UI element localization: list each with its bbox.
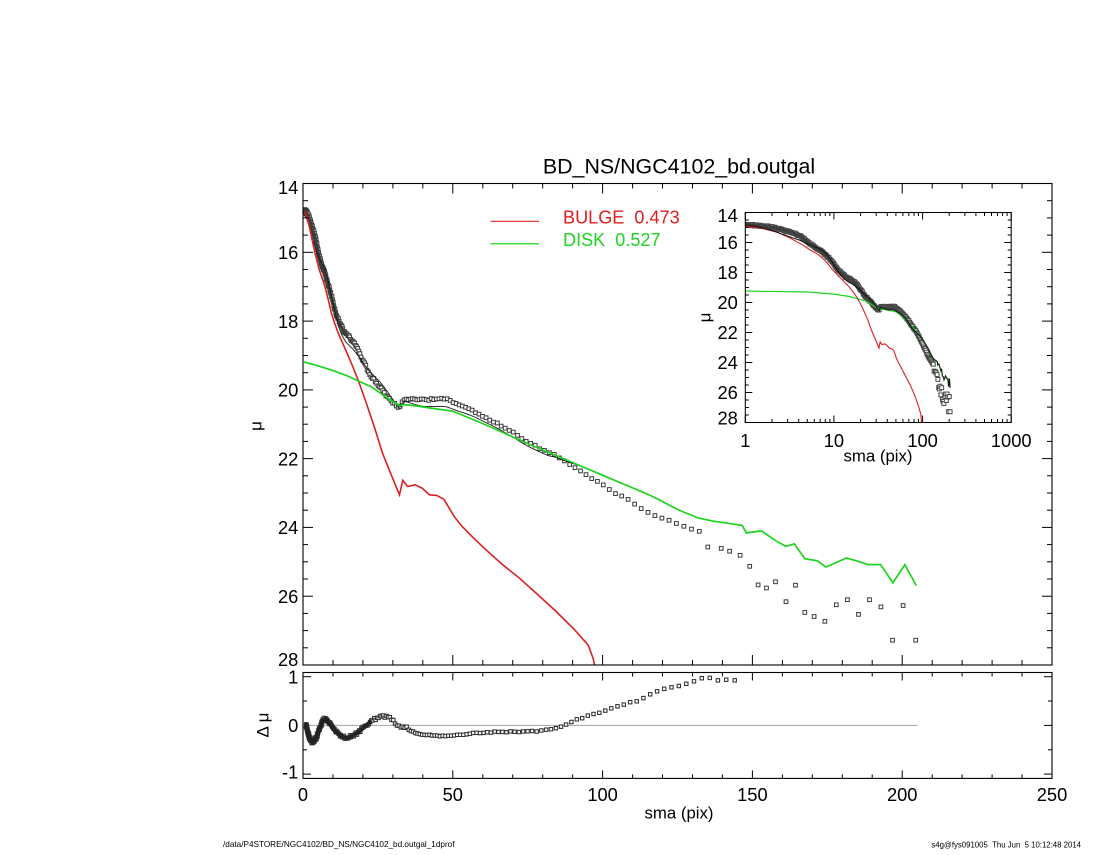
- svg-text:DISK 0.527: DISK 0.527: [563, 230, 661, 250]
- svg-text:/data/P4STORE/NGC4102/BD_NS/NG: /data/P4STORE/NGC4102/BD_NS/NGC4102_bd.o…: [223, 840, 455, 849]
- svg-text:28: 28: [717, 408, 737, 429]
- svg-text:24: 24: [717, 352, 737, 373]
- svg-text:20: 20: [278, 380, 298, 401]
- svg-text:1: 1: [740, 430, 750, 451]
- svg-text:24: 24: [278, 517, 298, 538]
- svg-text:sma (pix): sma (pix): [844, 447, 913, 466]
- svg-text:250: 250: [1037, 784, 1068, 805]
- svg-text:μ: μ: [696, 313, 715, 323]
- svg-text:0: 0: [288, 715, 298, 736]
- svg-text:10: 10: [824, 430, 844, 451]
- svg-text:16: 16: [278, 242, 298, 263]
- svg-text:μ: μ: [247, 421, 266, 431]
- svg-text:22: 22: [278, 448, 298, 469]
- svg-text:16: 16: [717, 232, 737, 253]
- svg-text:50: 50: [443, 784, 463, 805]
- svg-text:100: 100: [587, 784, 618, 805]
- svg-text:26: 26: [278, 586, 298, 607]
- svg-text:Δ μ: Δ μ: [254, 713, 273, 738]
- svg-text:26: 26: [717, 382, 737, 403]
- svg-text:100: 100: [907, 430, 938, 451]
- svg-text:sma (pix): sma (pix): [645, 804, 714, 823]
- svg-text:1000: 1000: [991, 430, 1032, 451]
- svg-text:150: 150: [737, 784, 768, 805]
- svg-text:18: 18: [278, 311, 298, 332]
- svg-text:1: 1: [288, 666, 298, 687]
- svg-text:18: 18: [717, 262, 737, 283]
- svg-text:-1: -1: [282, 761, 298, 782]
- svg-text:0: 0: [298, 784, 308, 805]
- svg-text:BULGE 0.473: BULGE 0.473: [563, 207, 680, 227]
- svg-text:28: 28: [278, 649, 298, 670]
- svg-text:BD_NS/NGC4102_bd.outgal: BD_NS/NGC4102_bd.outgal: [543, 154, 815, 178]
- svg-text:20: 20: [717, 292, 737, 313]
- svg-text:s4g@fys091005 Thu Jun 5 10:1: s4g@fys091005 Thu Jun 5 10:12:48 2014: [931, 841, 1081, 850]
- svg-text:14: 14: [717, 205, 737, 226]
- svg-text:22: 22: [717, 322, 737, 343]
- svg-text:14: 14: [278, 177, 298, 198]
- svg-text:200: 200: [887, 784, 918, 805]
